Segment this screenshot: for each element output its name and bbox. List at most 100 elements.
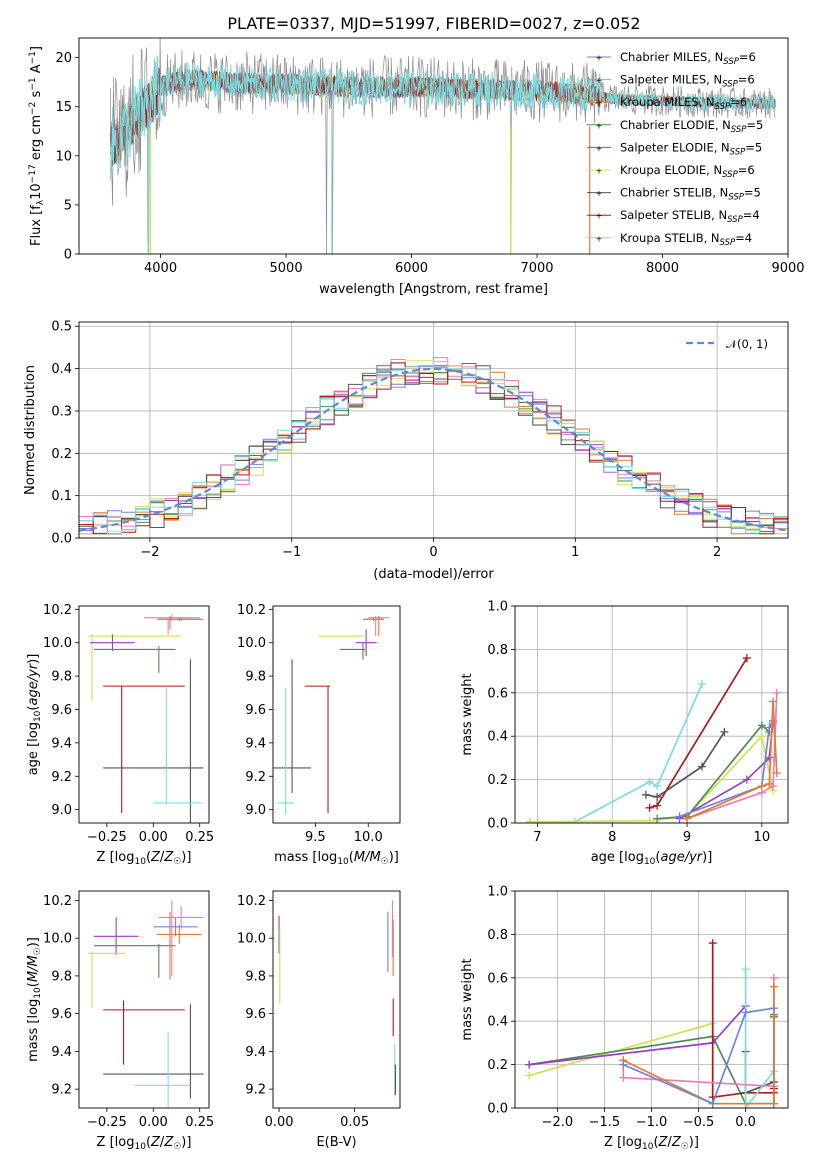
axes-frame [272,605,401,824]
x-tick-label: 6000 [395,261,428,276]
legend-label: Salpeter STELIB, NSSP=4 [620,208,760,225]
legend-marker: + [596,76,603,85]
plot-layer [273,616,390,815]
x-tick-label: 1 [571,545,579,560]
x-tick-label: −1 [282,545,301,560]
y-tick-label: 0.4 [487,730,508,745]
plot-area [79,891,209,1108]
x-axis-label: age [log10(age/yr)] [591,850,713,867]
y-tick-label: 10.2 [237,894,266,909]
plot-layer [278,900,397,1097]
y-tick-label: 10 [55,149,72,164]
x-tick-label: −0.25 [87,830,127,845]
data-point [619,1060,628,1069]
data-point [757,732,766,741]
y-tick-label: 9.4 [245,1045,266,1060]
normal-curve [79,367,788,532]
data-point [653,814,662,823]
data-point [708,1099,717,1108]
weight-vs-age-panel: 7 8 9 10 0.0 0.2 0.4 0.6 0.8 1.0 age [log10(age/yr… [460,600,789,867]
y-tick-label: 0.3 [51,404,72,419]
spectrum-panel: 4000 5000 6000 7000 8000 9000 0 5 10 15 20 waveleng… [28,37,805,297]
axes-frame [78,321,789,539]
legend-label: Kroupa ELODIE, NSSP=6 [620,163,755,180]
legend-marker: + [596,212,603,221]
legend-marker: + [596,54,603,63]
y-tick-label: 9.4 [51,736,72,751]
y-tick-label: 9.8 [245,969,266,984]
plot-area [515,606,788,823]
x-tick-label: 4000 [144,261,177,276]
mass-vs-metallicity-panel: −0.25 0.00 0.25 9.2 9.4 9.6 9.8 10.0 10.2 Z [log1… [26,890,214,1152]
legend-marker: + [596,167,603,176]
x-tick-label: 5000 [270,261,303,276]
plot-area [79,606,209,823]
legend-label: Salpeter ELODIE, NSSP=5 [620,140,762,157]
x-tick-label: 0 [429,545,437,560]
y-tick-label: 10.0 [43,636,72,651]
y-tick-label: 9.6 [51,1007,72,1022]
y-tick-label: 0.5 [51,320,72,335]
y-tick-label: 9.0 [245,803,266,818]
y-tick-label: 10.2 [43,603,72,618]
data-point [645,816,654,823]
data-point [769,982,778,991]
y-tick-label: 9.6 [245,703,266,718]
x-tick-label: −0.25 [87,1115,127,1130]
x-tick-label: 7 [533,830,541,845]
x-tick-label: 10.0 [354,830,383,845]
x-tick-label: 0.25 [185,1115,214,1130]
legend-label: 𝒩(0, 1) [726,337,768,351]
x-tick-label: 8 [608,830,616,845]
plot-area [273,891,400,1108]
x-tick-label: 0.00 [139,830,168,845]
x-axis-label: Z [log10(Z/Z☉)] [97,850,192,867]
data-point [720,727,729,736]
plot-area [273,606,400,823]
y-tick-label: 9.2 [51,770,72,785]
y-axis-label: mass [log10(M/M☉)] [26,937,43,1062]
y-tick-label: 0.4 [487,1015,508,1030]
weight-vs-metallicity-panel: −2.0 −1.5 −1.0 −0.5 0.0 0.0 0.2 0.4 0.6 0.8 1.0 Z [… [460,885,789,1152]
legend-label: Chabrier MILES, NSSP=6 [620,50,756,67]
y-tick-label: 9.2 [245,1083,266,1098]
y-axis-label: mass weight [460,958,475,1040]
histogram-step [79,361,788,535]
x-tick-label: −1.0 [636,1115,668,1130]
series-line [622,986,775,1105]
y-tick-label: 0.6 [487,971,508,986]
axes-frame [272,890,401,1109]
axes-frame [514,605,789,824]
legend-label: Chabrier ELODIE, NSSP=5 [620,118,763,135]
x-tick-label: 0.00 [139,1115,168,1130]
axes-frame [514,890,789,1109]
x-axis-label: E(B-V) [316,1135,356,1150]
y-tick-label: 9.6 [51,703,72,718]
data-point [653,792,662,801]
legend-label: Chabrier STELIB, NSSP=5 [620,186,761,203]
y-axis-label: mass weight [460,673,475,755]
y-tick-label: 1.0 [487,885,508,900]
legend-label: Kroupa STELIB, NSSP=4 [620,231,752,248]
y-tick-label: 10.0 [237,932,266,947]
legend-marker: + [596,189,603,198]
x-tick-label: 9.5 [305,830,326,845]
x-axis-label: (data-model)/error [373,567,494,582]
y-tick-label: 0.8 [487,928,508,943]
y-tick-label: 10.0 [237,636,266,651]
legend-marker: + [596,121,603,130]
y-tick-label: 9.2 [245,770,266,785]
x-tick-label: 10 [754,830,771,845]
age-vs-metallicity-panel: −0.25 0.00 0.25 9.0 9.2 9.4 9.6 9.8 10.0 10.2 Z [l… [26,603,214,867]
spectrum-line [109,55,776,253]
y-tick-label: 10.0 [43,932,72,947]
data-point [765,779,774,788]
age-vs-mass-panel: 9.5 10.0 9.0 9.2 9.4 9.6 9.8 10.0 10.2 mass [log1… [237,603,401,867]
data-point [769,973,778,982]
x-tick-label: 7000 [520,261,553,276]
data-point [675,812,684,821]
data-point [653,801,662,810]
y-tick-label: 0.0 [487,817,508,832]
axes-frame [78,37,789,255]
data-point [645,803,654,812]
